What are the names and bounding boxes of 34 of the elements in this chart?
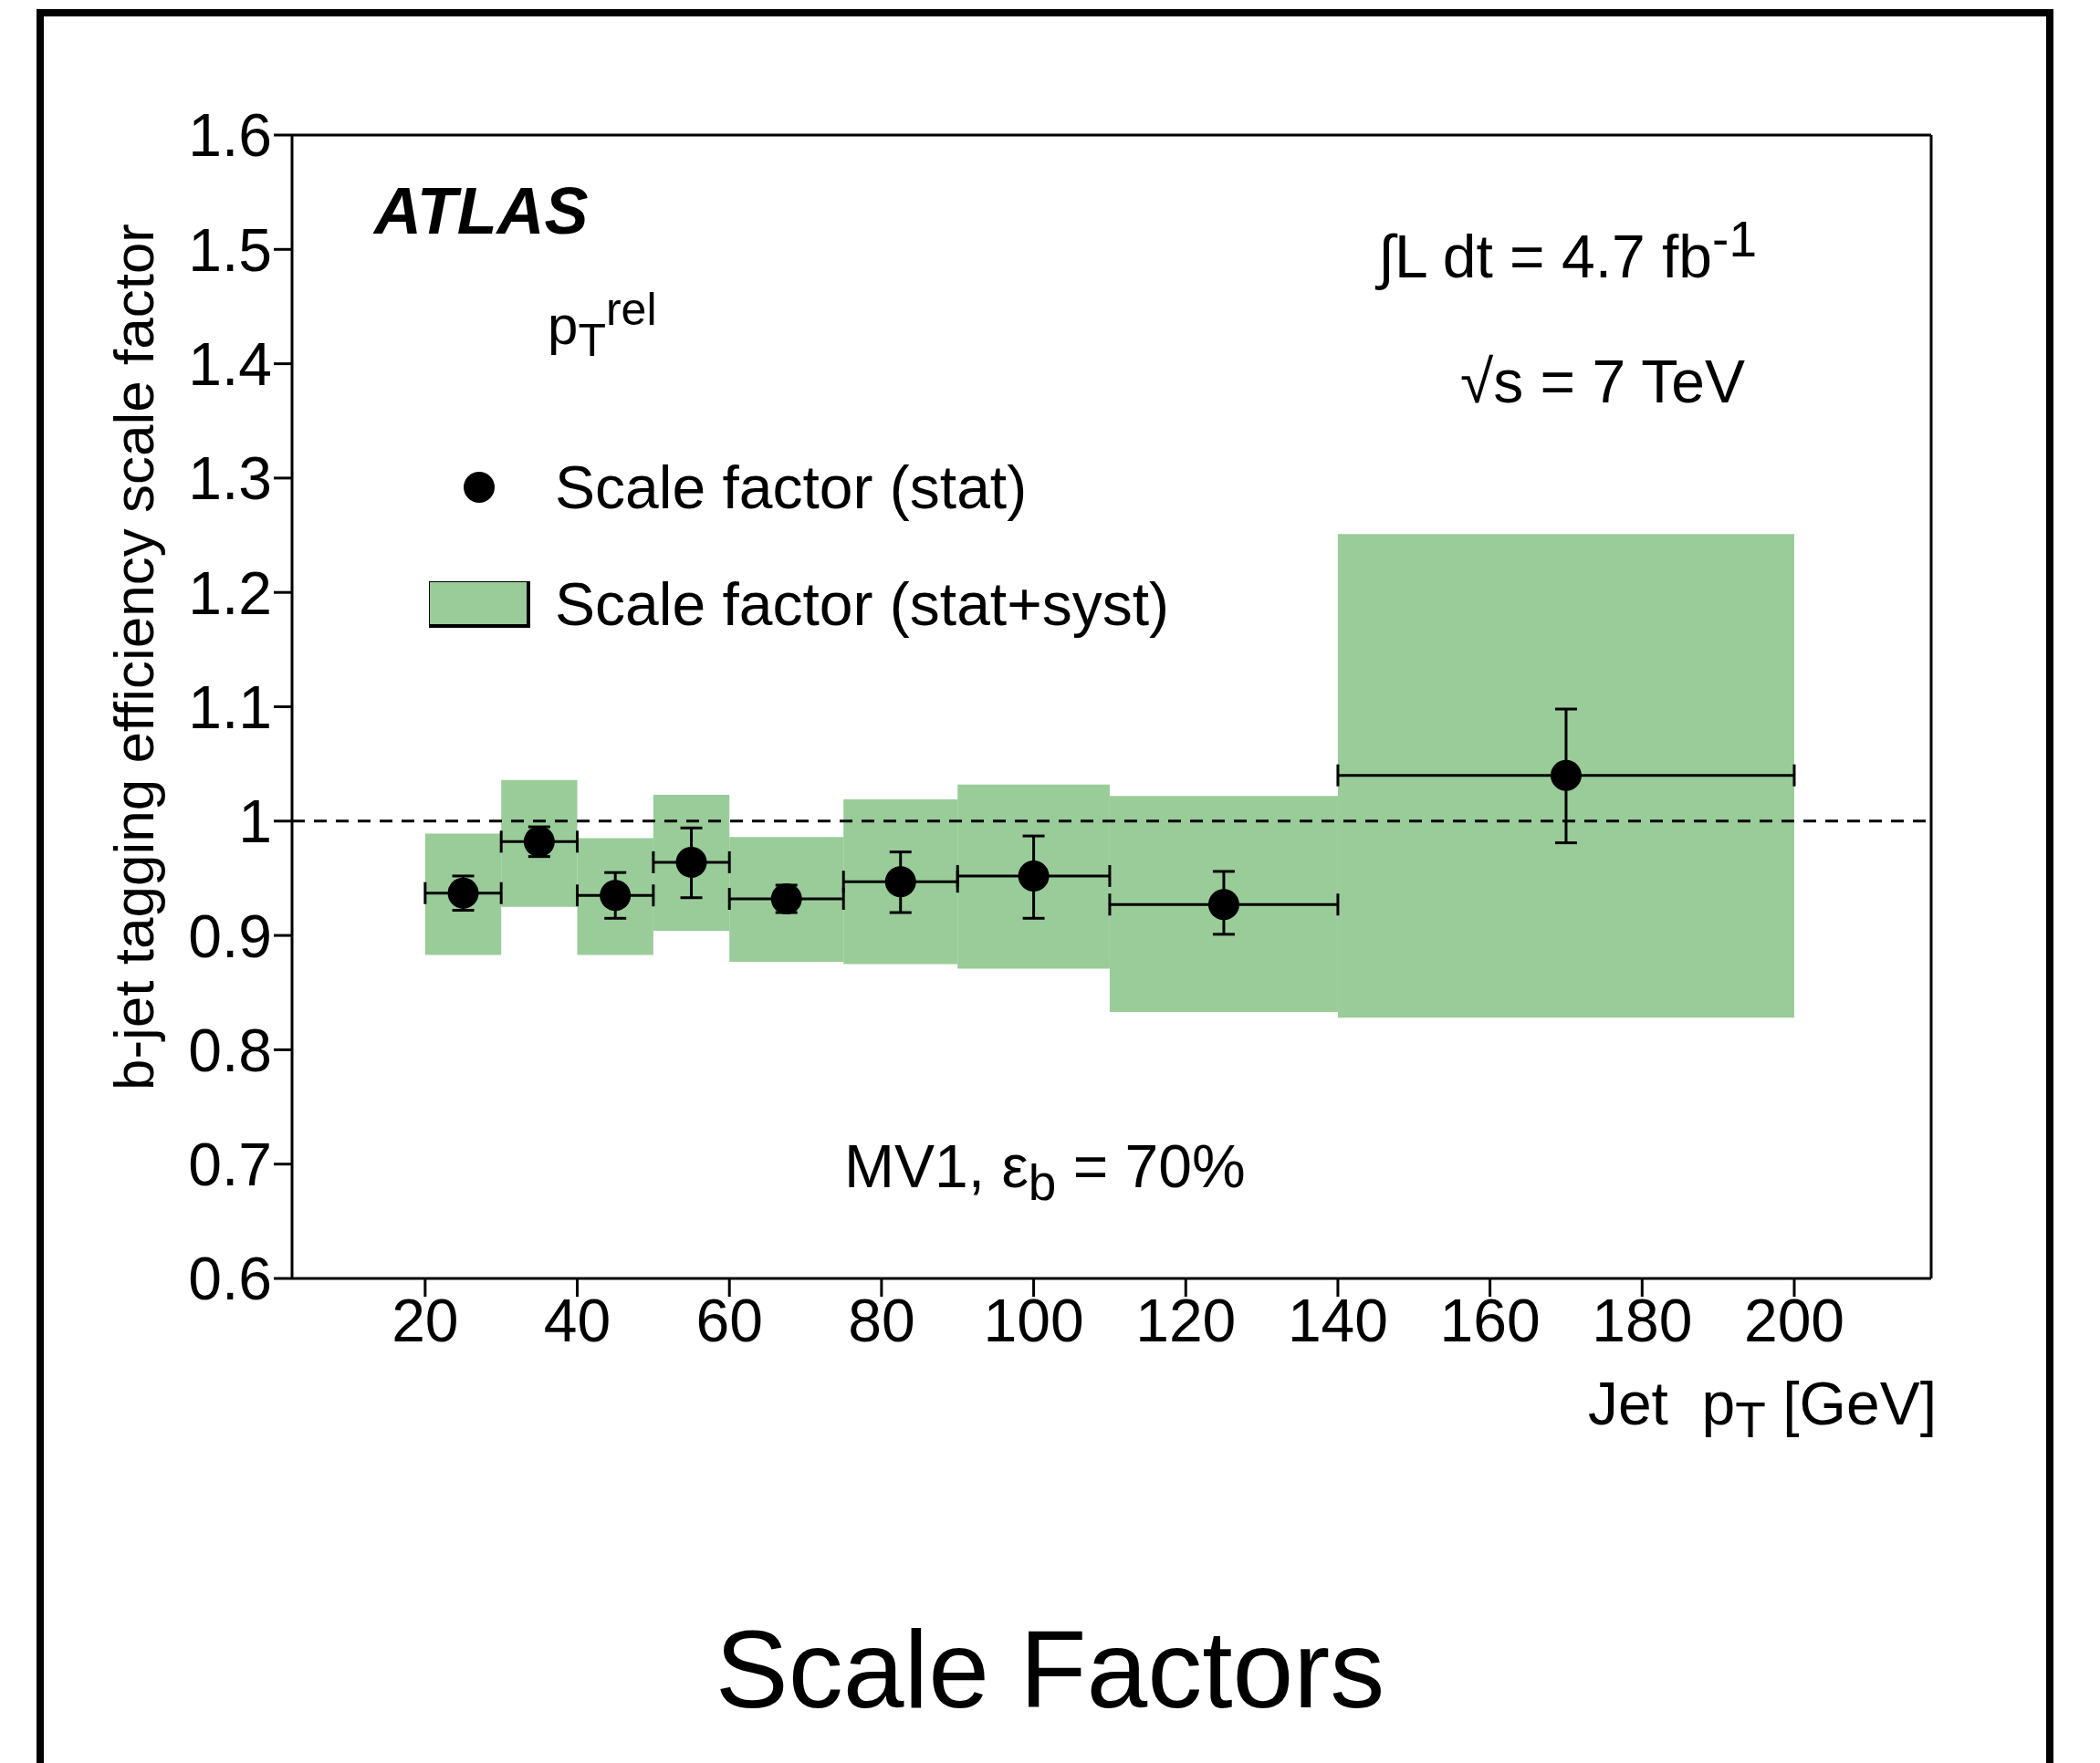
point bbox=[1550, 759, 1582, 791]
x-tick-label: 200 bbox=[1743, 1286, 1845, 1354]
x-tick-label: 140 bbox=[1287, 1286, 1388, 1354]
x-tick-label: 160 bbox=[1439, 1286, 1541, 1354]
y-tick-label: 0.8 bbox=[188, 1016, 272, 1084]
text: Scale Factors bbox=[714, 1607, 1386, 1732]
x-tick-label: 120 bbox=[1135, 1286, 1237, 1354]
x-tick-label: 180 bbox=[1592, 1286, 1693, 1354]
y-axis-title: b-jet tagging efficiency scale factor bbox=[101, 223, 166, 1093]
point bbox=[1207, 889, 1239, 921]
y-tick-label: 1.3 bbox=[188, 444, 272, 513]
y-tick-label: 0.6 bbox=[188, 1245, 272, 1313]
point bbox=[1018, 860, 1050, 892]
x-tick-label: 100 bbox=[983, 1286, 1084, 1354]
point bbox=[675, 846, 707, 878]
annotation: ATLAS bbox=[374, 173, 589, 248]
y-tick-label: 0.7 bbox=[188, 1131, 272, 1199]
y-tick-label: 1.5 bbox=[188, 215, 272, 284]
annotation: MV1, ε$_{b}$ = 70% bbox=[844, 1132, 1246, 1213]
y-tick-label: 1.4 bbox=[188, 330, 272, 399]
point bbox=[884, 866, 916, 898]
y-tick-label: 1.1 bbox=[188, 673, 272, 741]
legend-label: Scale factor (stat) bbox=[555, 453, 1028, 522]
x-axis-title: Jet p$_{T}$ [GeV] bbox=[1587, 1369, 1937, 1450]
x-tick-label: 20 bbox=[392, 1286, 459, 1354]
x-tick-label: 60 bbox=[695, 1286, 763, 1354]
y-tick-label: 1.6 bbox=[188, 101, 272, 170]
annotation: √s = 7 TeV bbox=[1460, 347, 1746, 416]
x-tick-label: 40 bbox=[543, 1286, 611, 1354]
y-tick-label: 1.2 bbox=[188, 558, 272, 627]
y-tick-label: 1 bbox=[238, 788, 272, 856]
legend-label: Scale factor (stat+syst) bbox=[555, 569, 1170, 639]
y-tick-label: 0.9 bbox=[188, 902, 272, 970]
x-tick-label: 80 bbox=[848, 1286, 915, 1354]
